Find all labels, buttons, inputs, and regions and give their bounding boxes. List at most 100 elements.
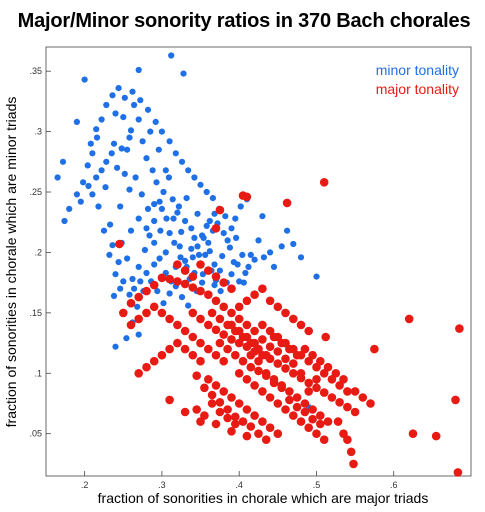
minor-tonality-point — [138, 191, 145, 198]
major-tonality-point — [250, 381, 259, 390]
minor-tonality-point — [93, 126, 100, 133]
minor-tonality-point — [115, 85, 122, 92]
major-tonality-point — [289, 359, 298, 368]
minor-tonality-point — [87, 140, 94, 147]
y-tick-label: .35 — [29, 66, 42, 76]
major-tonality-point — [231, 412, 240, 422]
major-tonality-point — [126, 320, 136, 330]
minor-tonality-point — [228, 271, 235, 278]
major-tonality-point — [285, 344, 294, 354]
minor-tonality-point — [61, 217, 68, 225]
x-tick-label: .5 — [313, 480, 321, 490]
major-tonality-point — [304, 387, 314, 396]
major-tonality-point — [223, 413, 232, 423]
x-tick-label: .2 — [81, 480, 89, 490]
minor-tonality-point — [162, 167, 169, 174]
minor-tonality-point — [237, 203, 244, 210]
major-tonality-point — [292, 402, 302, 412]
minor-tonality-point — [59, 158, 67, 165]
minor-tonality-point — [169, 196, 176, 203]
minor-tonality-point — [115, 259, 122, 266]
y-tick-label: .25 — [29, 187, 42, 197]
major-tonality-point — [289, 314, 298, 324]
minor-tonality-point — [220, 230, 227, 237]
minor-tonality-point — [120, 278, 127, 285]
major-tonality-point — [227, 393, 236, 402]
major-tonality-point — [165, 395, 174, 405]
major-tonality-point — [316, 356, 325, 366]
major-tonality-point — [319, 388, 329, 397]
y-axis-label: fraction of sonorities in chorale which … — [3, 97, 19, 428]
y-tick-label: .15 — [29, 308, 42, 318]
major-tonality-point — [231, 419, 240, 429]
minor-tonality-point — [117, 285, 124, 292]
minor-tonality-point — [247, 251, 254, 258]
major-tonality-point — [273, 429, 283, 439]
minor-tonality-point — [109, 92, 116, 99]
major-tonality-point — [404, 314, 414, 324]
minor-tonality-point — [255, 237, 262, 244]
minor-tonality-point — [170, 215, 177, 222]
major-tonality-point — [246, 350, 256, 360]
minor-tonality-point — [151, 201, 158, 208]
major-tonality-point — [281, 405, 290, 414]
major-tonality-point — [282, 198, 292, 208]
x-axis-label: fraction of sonorities in chorale which … — [98, 490, 429, 506]
major-tonality-point — [323, 362, 333, 372]
major-tonality-point — [273, 302, 283, 312]
major-tonality-point — [246, 422, 256, 431]
major-tonality-point — [327, 393, 337, 402]
minor-tonality-point — [126, 186, 133, 193]
major-tonality-point — [453, 468, 463, 477]
major-tonality-point — [250, 411, 259, 420]
major-tonality-point — [180, 407, 190, 417]
y-axis-ticks: .05 .1 .15 .2 .25 .3 .35 — [29, 66, 51, 439]
minor-tonality-point — [151, 261, 158, 268]
major-tonality-point — [204, 320, 213, 330]
major-tonality-point — [192, 405, 201, 414]
minor-tonality-point — [121, 170, 128, 177]
major-tonality-point — [242, 296, 252, 306]
major-tonality-point — [261, 350, 271, 360]
major-tonality-point — [227, 284, 236, 294]
minor-tonality-point — [124, 146, 131, 153]
major-tonality-point — [149, 302, 159, 312]
minor-tonality-point — [108, 150, 115, 157]
major-tonality-point — [273, 347, 283, 356]
minor-tonality-point — [93, 134, 101, 141]
minor-tonality-point — [199, 279, 206, 286]
major-tonality-point — [350, 387, 360, 396]
major-tonality-point — [431, 431, 441, 441]
minor-tonality-point — [211, 210, 218, 217]
major-tonality-point — [312, 375, 321, 384]
major-tonality-point — [335, 398, 344, 407]
major-tonality-point — [349, 459, 358, 469]
minor-tonality-point — [177, 254, 184, 261]
major-tonality-point — [258, 335, 267, 344]
minor-tonality-point — [260, 254, 267, 261]
minor-tonality-point — [226, 244, 233, 251]
major-tonality-point — [165, 314, 174, 324]
minor-tonality-point — [222, 213, 229, 220]
minor-tonality-point — [131, 101, 138, 109]
major-tonality-point — [215, 398, 225, 407]
major-tonality-point — [234, 314, 244, 324]
minor-tonality-point — [200, 234, 207, 241]
minor-tonality-point — [117, 203, 124, 210]
major-tonality-point — [157, 350, 167, 360]
major-tonality-point — [219, 302, 228, 312]
minor-tonality-point — [199, 271, 206, 278]
minor-tonality-point — [188, 225, 195, 232]
major-tonality-point — [246, 362, 256, 372]
minor-tonality-point — [89, 150, 96, 157]
major-tonality-point — [165, 274, 174, 284]
major-tonality-point — [296, 320, 306, 330]
major-tonality-point — [223, 344, 232, 354]
chart-title: Major/Minor sonority ratios in 370 Bach … — [18, 10, 471, 32]
minor-tonality-point — [194, 243, 201, 250]
major-tonality-point — [207, 390, 217, 400]
major-tonality-point — [300, 399, 310, 408]
minor-tonality-point — [66, 205, 73, 212]
minor-tonality-point — [134, 303, 141, 310]
